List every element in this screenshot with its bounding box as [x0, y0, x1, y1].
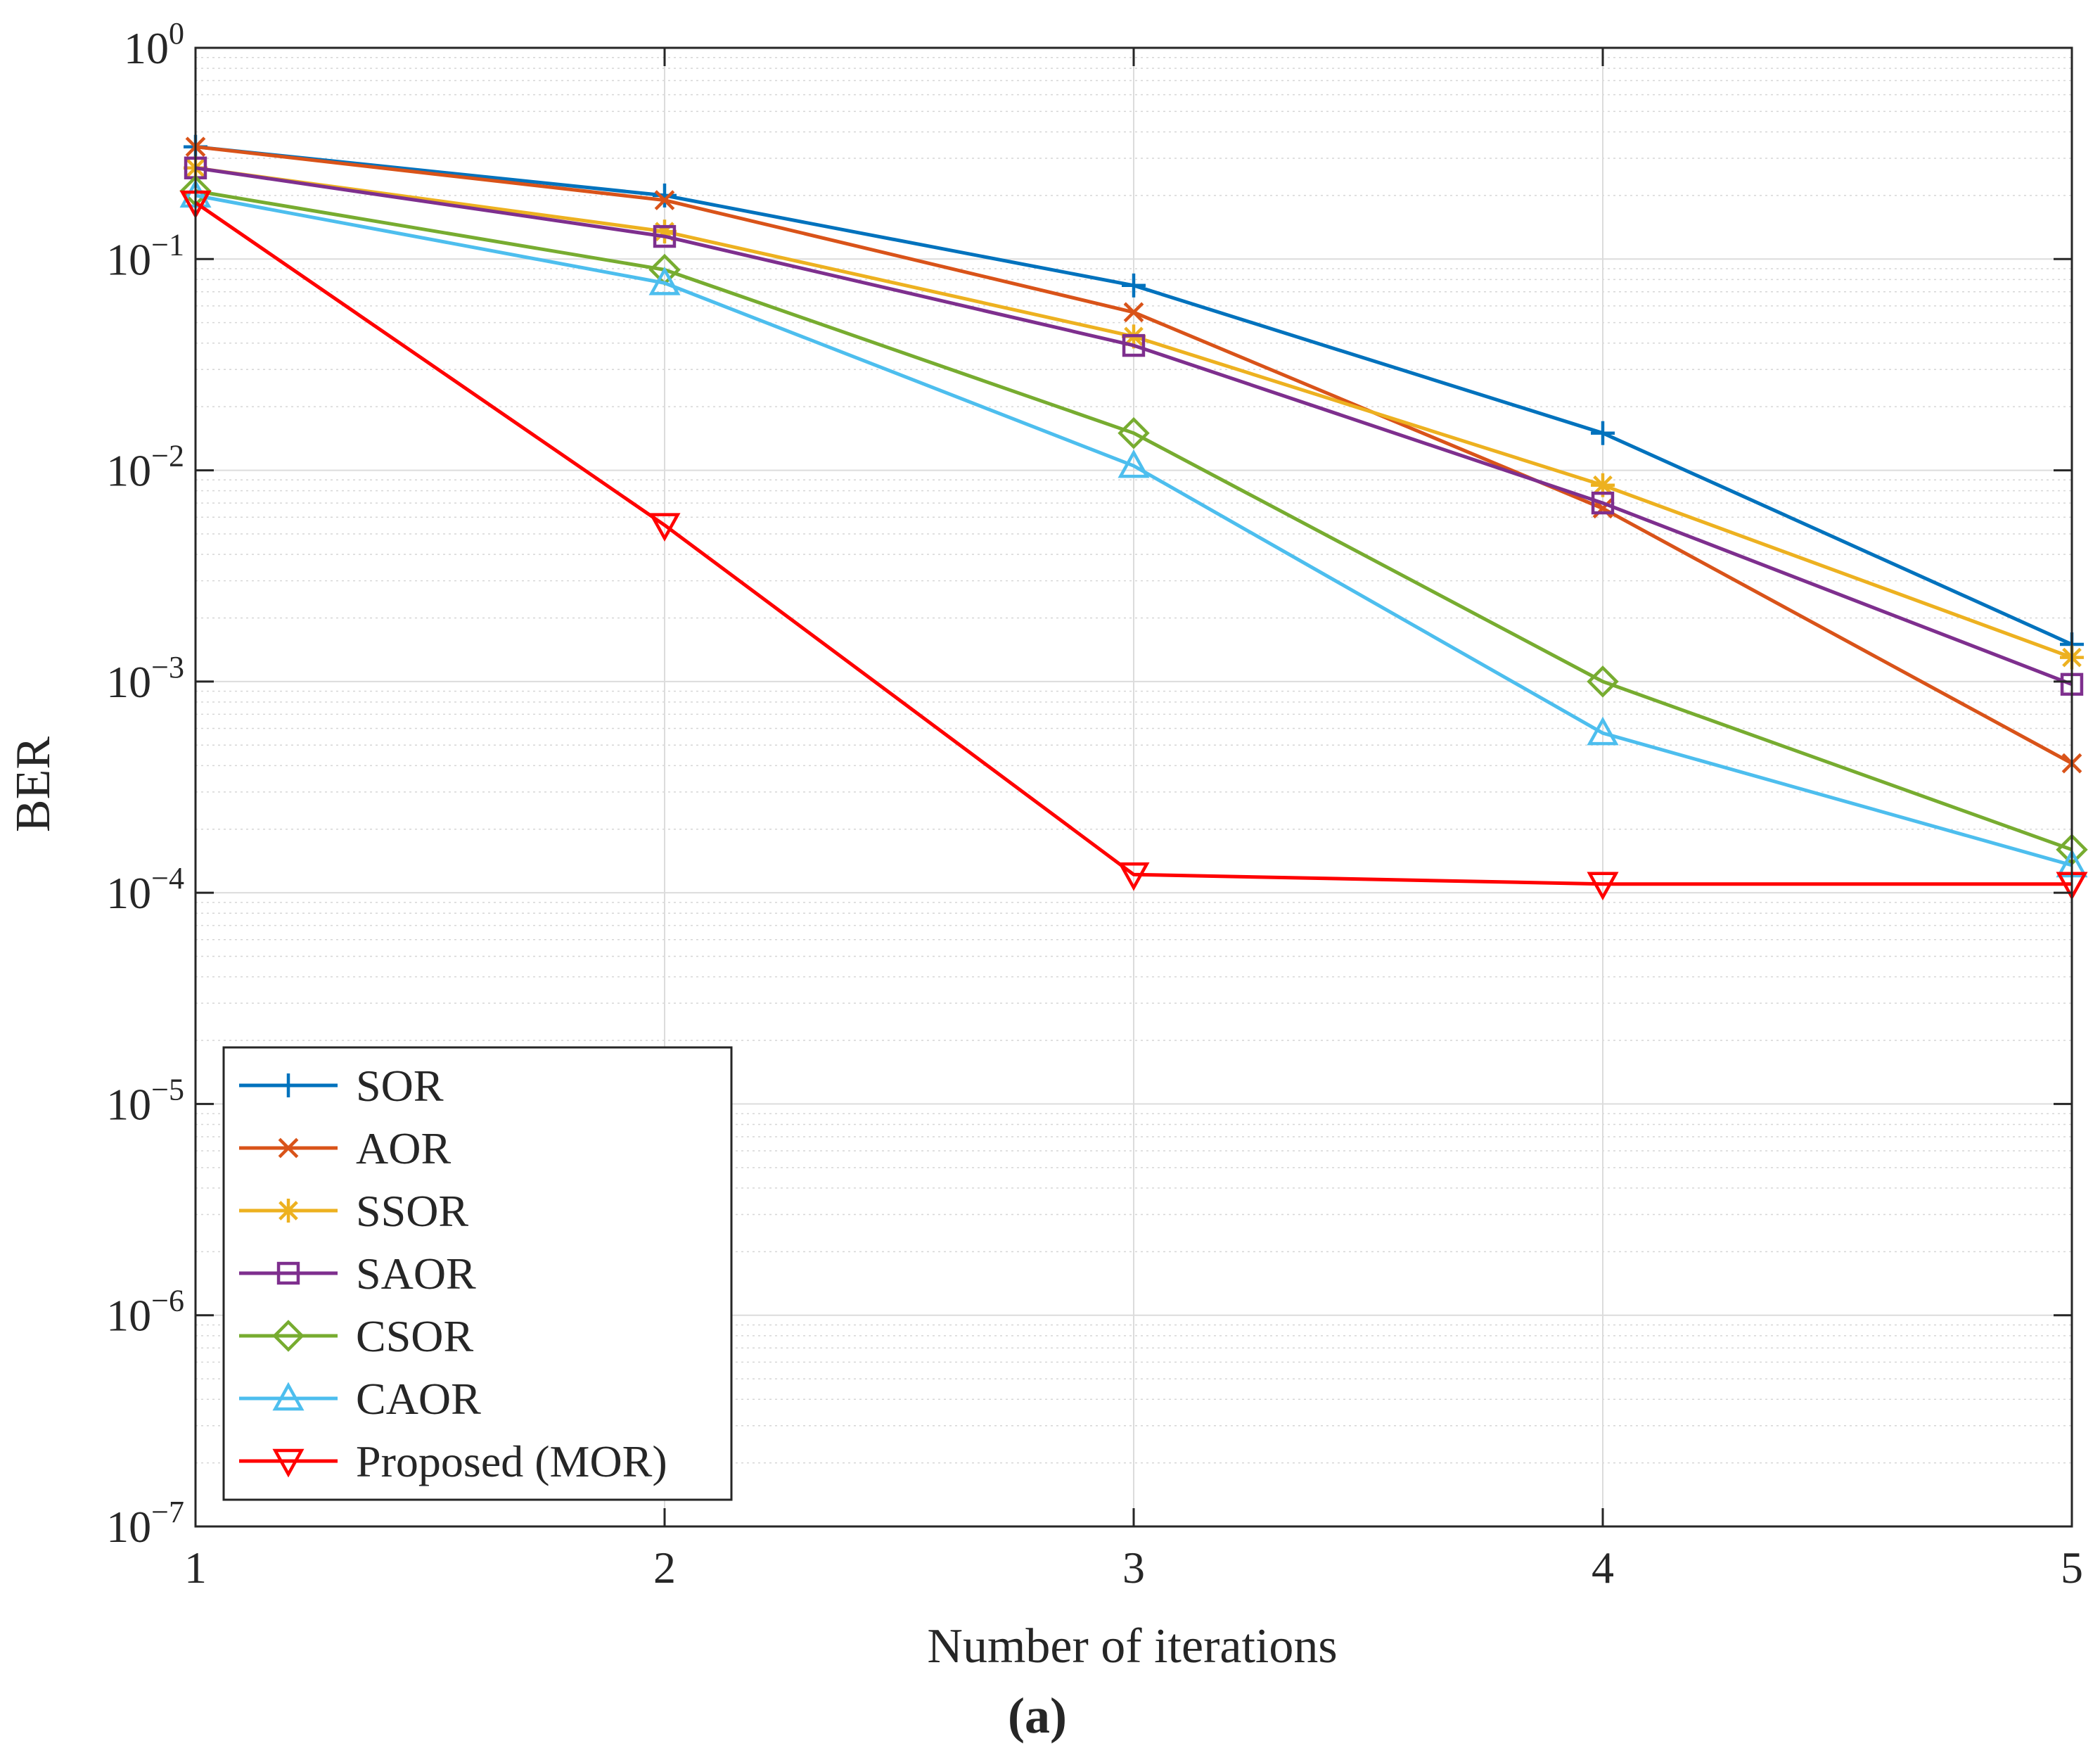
y-tick-label: 10−7 — [106, 1495, 184, 1552]
y-tick-label: 10−2 — [106, 439, 184, 496]
data-point-proposed-mor — [648, 513, 681, 542]
series-line-caor — [195, 193, 2073, 867]
x-tick-label: 1 — [184, 1543, 207, 1593]
data-point-caor — [1587, 716, 1619, 746]
legend-label: CSOR — [356, 1311, 474, 1361]
series-line-csor — [195, 189, 2073, 852]
y-tick-label: 10−4 — [106, 861, 184, 918]
data-point-aor — [1123, 302, 1144, 323]
data-point-sor — [1122, 273, 1146, 298]
legend-label: SOR — [356, 1061, 444, 1111]
legend-item-sor: SOR — [239, 1061, 444, 1111]
x-tick-label: 3 — [1122, 1543, 1145, 1593]
series-line-proposed-mor — [194, 200, 2072, 886]
y-tick-label: 10−6 — [106, 1284, 184, 1341]
data-point-csor — [1118, 416, 1150, 449]
x-axis-label: Number of iterations — [927, 1619, 1337, 1673]
data-point-ssor — [1591, 473, 1615, 497]
x-tick-label: 5 — [2061, 1543, 2083, 1593]
data-point-proposed-mor — [1587, 872, 1619, 901]
data-point-saor — [653, 224, 677, 248]
data-point-proposed-mor — [1118, 862, 1150, 891]
series-sor — [184, 134, 2084, 656]
y-tick-label: 10−1 — [106, 227, 184, 284]
legend-item-caor: CAOR — [239, 1374, 481, 1424]
legend-label: AOR — [356, 1123, 451, 1173]
legend: SOR AOR SSOR SAOR CSOR CAOR Proposed (MOR) — [222, 1046, 733, 1501]
legend-item-ssor: SSOR — [239, 1186, 468, 1236]
legend-label: SSOR — [356, 1186, 468, 1236]
figure-caption: (a) — [1008, 1688, 1067, 1744]
legend-item-proposed-mor: Proposed (MOR) — [239, 1436, 667, 1486]
data-point-aor — [654, 190, 675, 210]
data-point-sor — [1591, 421, 1615, 445]
data-point-saor — [1591, 491, 1615, 515]
y-tick-label: 10−5 — [106, 1072, 184, 1129]
y-axis-label: BER — [6, 736, 60, 832]
legend-label: CAOR — [356, 1374, 481, 1424]
legend-item-aor: AOR — [239, 1123, 451, 1173]
legend-item-saor: SAOR — [239, 1249, 476, 1299]
legend-label: Proposed (MOR) — [356, 1436, 667, 1486]
y-tick-label: 100 — [124, 16, 184, 73]
x-tick-label: 2 — [653, 1543, 676, 1593]
data-point-caor — [1118, 449, 1150, 478]
series-line-saor — [195, 166, 2073, 687]
x-tick-label: 4 — [1592, 1543, 1614, 1593]
data-point-saor — [1122, 333, 1146, 357]
data-point-csor — [1587, 665, 1619, 698]
y-tick-label: 10−3 — [106, 650, 184, 707]
series-lines — [179, 134, 2088, 901]
legend-label: SAOR — [356, 1249, 476, 1299]
data-point-caor — [648, 267, 681, 295]
data-point-sor — [653, 183, 677, 208]
axis-ticks: 1 2 3 4 5 100 10−1 10−2 10−3 10−4 10−5 10−6 10−7 — [106, 16, 2083, 1593]
legend-item-csor: CSOR — [239, 1311, 474, 1361]
